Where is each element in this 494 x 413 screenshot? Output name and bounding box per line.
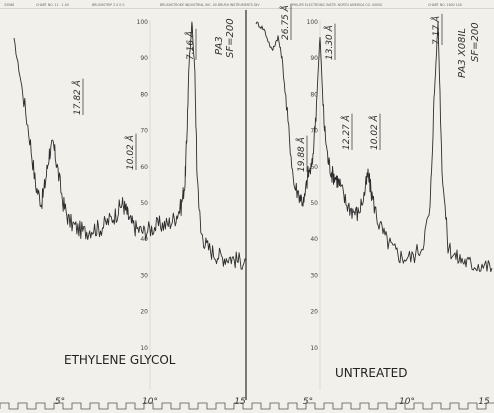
y-tick-label: 10 bbox=[140, 345, 148, 352]
peak-label-12-27: 12.27 Å bbox=[340, 113, 353, 150]
header-text-2: BRUSHSTRIP 2 0 0 0 bbox=[92, 3, 124, 7]
panel-ethylene-glycol: 100 90 80 70 60 50 40 30 20 10 17.82 Å 10.02 Å 7.16 … bbox=[13, 10, 247, 407]
peak-label-text: 13.30 Å bbox=[323, 25, 335, 60]
y-tick-label: 90 bbox=[310, 55, 318, 62]
peak-label-text: 7.16 Å bbox=[184, 31, 196, 60]
header-text-1: CHART NO. 11 - 1.00 bbox=[36, 3, 69, 7]
y-tick-label: 80 bbox=[140, 91, 148, 98]
peak-label-text: 10.02 Å bbox=[368, 115, 380, 150]
settings-label: SF=200 bbox=[470, 22, 481, 62]
x-tick-label: 15 bbox=[234, 397, 246, 407]
header-text-4: PHILIPS ELECTRONIC INSTR. NORTH AMERICA … bbox=[292, 3, 382, 7]
y-tick-label: 100 bbox=[137, 19, 149, 26]
peak-label-7-16: 7.16 Å bbox=[184, 28, 197, 60]
sample-label: PA3 X08IL bbox=[457, 28, 468, 78]
sample-label-text: PA3 bbox=[214, 36, 225, 55]
x-tick-label: 5° bbox=[55, 397, 65, 407]
y-tick-label: 70 bbox=[140, 128, 148, 135]
peak-label-text: 19.88 Å bbox=[295, 137, 307, 172]
series-line bbox=[255, 21, 493, 273]
series-line bbox=[13, 21, 247, 270]
peak-label-26-75: 26.75 Å bbox=[279, 3, 292, 40]
peak-label-text: 10.02 Å bbox=[124, 135, 136, 170]
y-tick-label: 10 bbox=[310, 345, 318, 352]
sample-label: PA3 bbox=[214, 36, 225, 55]
y-tick-label: 20 bbox=[310, 309, 318, 316]
settings-label-text: SF=200 bbox=[225, 18, 236, 58]
y-tick-label: 50 bbox=[140, 200, 148, 207]
peak-label-text: 12.27 Å bbox=[340, 115, 352, 150]
y-tick-label: 50 bbox=[310, 200, 318, 207]
peak-label-text: 17.82 Å bbox=[71, 80, 83, 115]
panel-caption: ETHYLENE GLYCOL bbox=[64, 353, 176, 367]
peak-label-text: 26.75 Å bbox=[279, 5, 291, 40]
bottom-edge-pattern bbox=[0, 402, 494, 410]
y-tick-label: 60 bbox=[310, 164, 318, 171]
peak-label-17-82: 17.82 Å bbox=[71, 78, 84, 115]
y-tick-label: 90 bbox=[140, 55, 148, 62]
panel-caption: UNTREATED bbox=[335, 366, 407, 380]
y-tick-label: 60 bbox=[140, 164, 148, 171]
y-tick-label: 40 bbox=[140, 236, 148, 243]
peak-label-7-17: 7.17 Å bbox=[430, 13, 443, 45]
peak-label-19-88: 19.88 Å bbox=[295, 135, 308, 172]
settings-label-text: SF=200 bbox=[470, 22, 481, 62]
sample-label-text: PA3 X08IL bbox=[457, 28, 468, 78]
x-tick-label: 10° bbox=[142, 397, 158, 407]
x-tick-label: 5° bbox=[303, 397, 313, 407]
settings-label: SF=200 bbox=[225, 18, 236, 58]
peak-label-10-02-u: 10.02 Å bbox=[368, 113, 381, 150]
header-text-0: 33568 bbox=[4, 3, 14, 7]
y-tick-label: 40 bbox=[310, 236, 318, 243]
peak-label-13-30: 13.30 Å bbox=[323, 23, 336, 60]
peak-label-text: 7.17 Å bbox=[430, 16, 442, 45]
y-tick-label: 30 bbox=[310, 272, 318, 279]
y-tick-label: 100 bbox=[307, 19, 319, 26]
x-tick-label: 10° bbox=[399, 397, 415, 407]
header-text-5: CHART NO. 1600 100 bbox=[428, 3, 462, 7]
y-tick-label: 80 bbox=[310, 91, 318, 98]
x-tick-label: 15 bbox=[478, 397, 490, 407]
peak-label-10-02: 10.02 Å bbox=[124, 133, 137, 170]
header-text-3: BRUSHSTROKE INDUSTRIAL INC. 00 BRUSH INS… bbox=[160, 3, 260, 7]
y-tick-label: 30 bbox=[140, 272, 148, 279]
y-tick-label: 20 bbox=[140, 309, 148, 316]
